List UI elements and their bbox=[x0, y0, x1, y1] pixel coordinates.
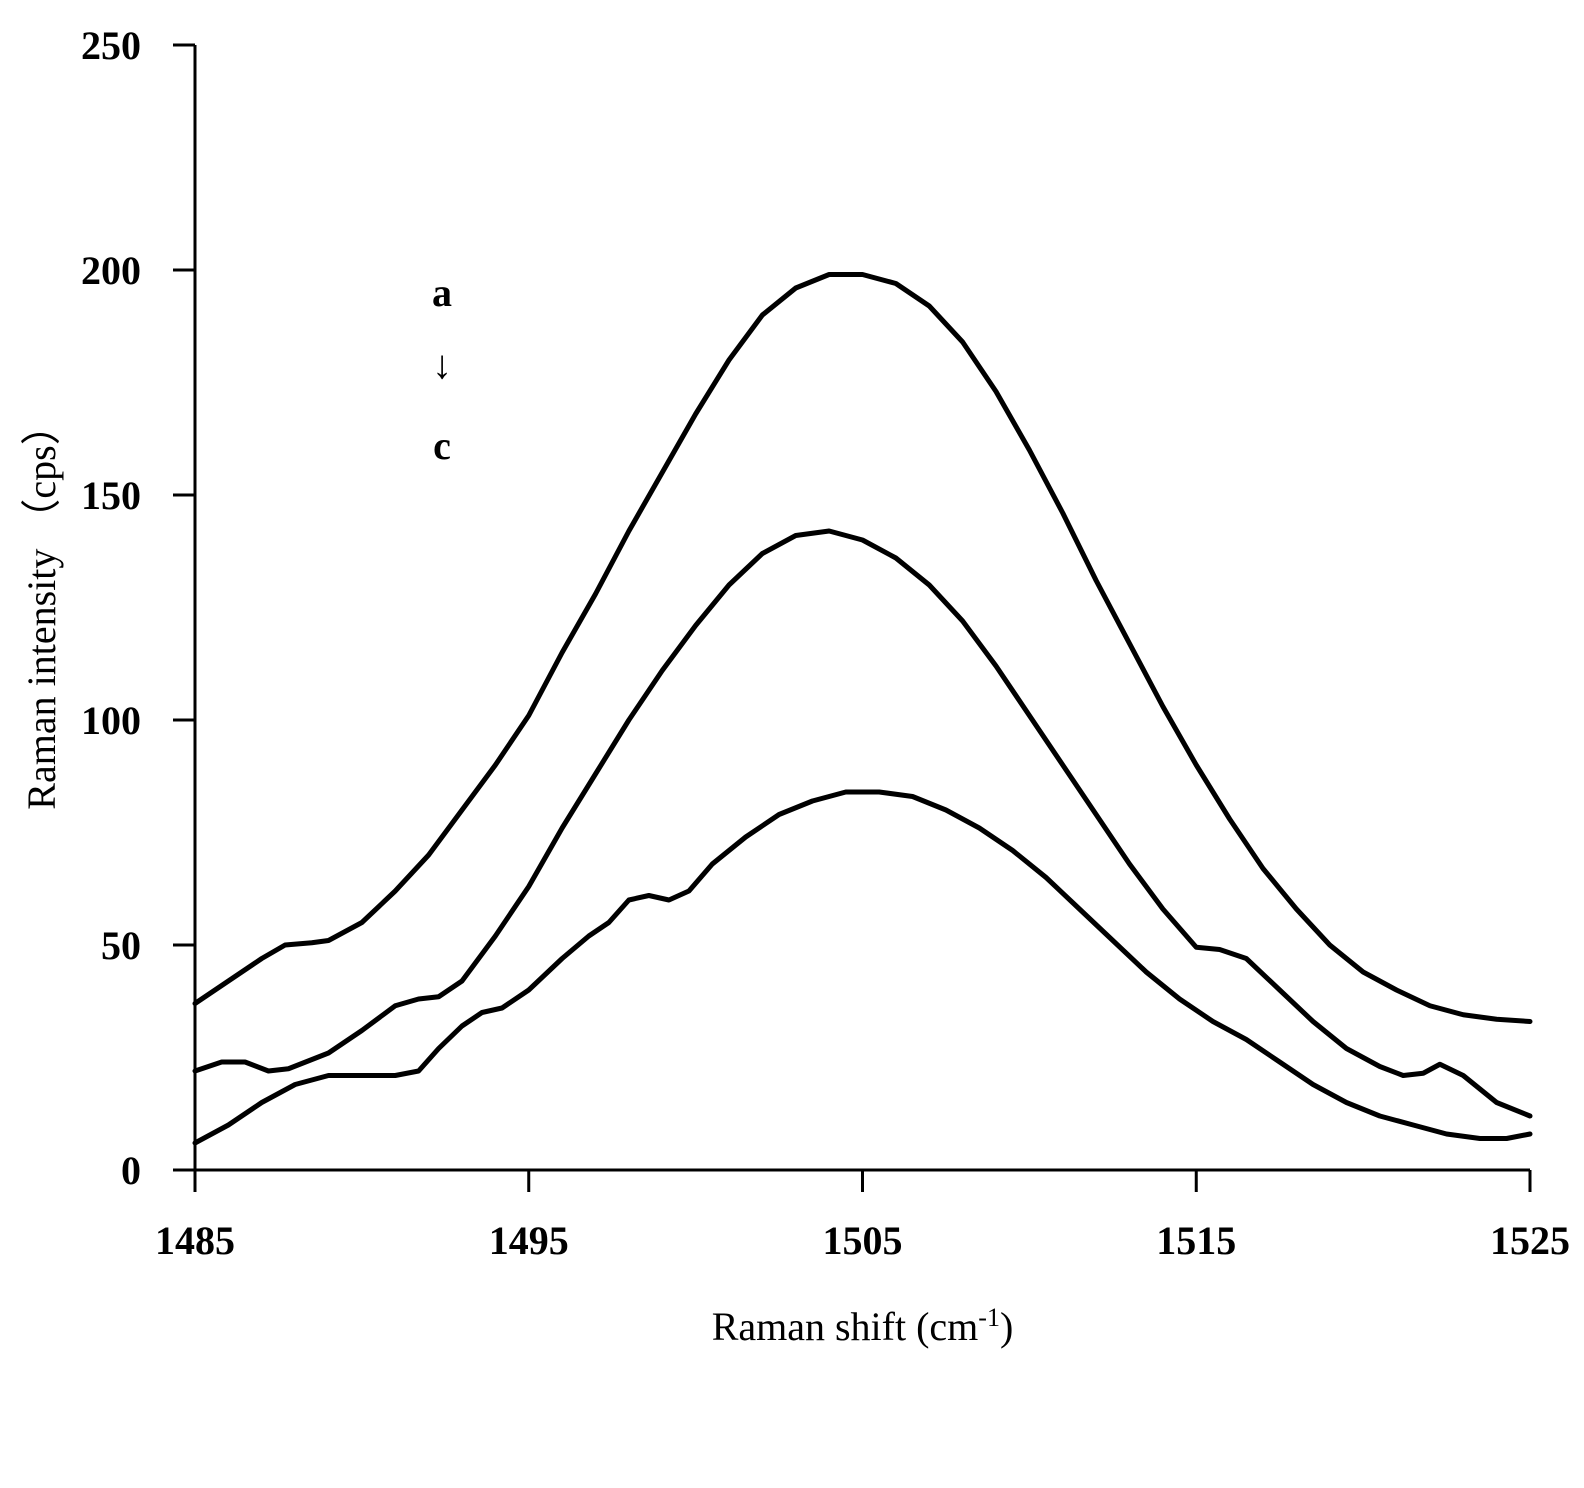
x-tick-label: 1495 bbox=[489, 1218, 569, 1263]
x-tick-label: 1485 bbox=[155, 1218, 235, 1263]
y-tick-label: 150 bbox=[81, 473, 141, 518]
y-tick-label: 200 bbox=[81, 248, 141, 293]
y-axis-label: Raman intensity （cps） bbox=[19, 405, 64, 809]
down-arrow-icon: ↓ bbox=[432, 342, 452, 387]
series-a bbox=[195, 275, 1530, 1022]
x-axis-label: Raman shift (cm-1) bbox=[712, 1303, 1014, 1350]
chart-svg: 1485 1495 1505 1515 1525 0 50 100 150 200 250 a ↓ c Ra… bbox=[0, 0, 1584, 1488]
annotation-a: a bbox=[432, 270, 452, 315]
x-tick-label: 1525 bbox=[1490, 1218, 1570, 1263]
y-tick-label: 0 bbox=[121, 1148, 141, 1193]
series-c bbox=[195, 792, 1530, 1143]
series-b bbox=[195, 531, 1530, 1116]
y-tick-label: 100 bbox=[81, 698, 141, 743]
y-tick-label: 50 bbox=[101, 923, 141, 968]
x-tick-label: 1505 bbox=[823, 1218, 903, 1263]
y-tick-label: 250 bbox=[81, 23, 141, 68]
raman-spectrum-chart: 1485 1495 1505 1515 1525 0 50 100 150 200 250 a ↓ c Ra… bbox=[0, 0, 1584, 1488]
annotation-c: c bbox=[433, 423, 451, 468]
x-tick-label: 1515 bbox=[1156, 1218, 1236, 1263]
